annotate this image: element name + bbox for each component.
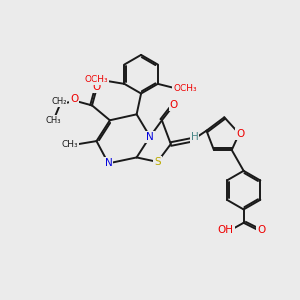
Text: N: N <box>104 158 112 168</box>
Text: CH₂: CH₂ <box>51 97 67 106</box>
Text: O: O <box>92 82 101 92</box>
Text: O: O <box>170 100 178 110</box>
Text: S: S <box>154 157 161 167</box>
Text: CH₃: CH₃ <box>45 116 61 125</box>
Text: O: O <box>257 225 266 235</box>
Text: OCH₃: OCH₃ <box>173 84 197 93</box>
Text: OH: OH <box>218 225 234 235</box>
Text: OCH₃: OCH₃ <box>84 75 108 84</box>
Text: H: H <box>191 132 199 142</box>
Text: O: O <box>236 129 245 139</box>
Text: O: O <box>70 94 78 104</box>
Text: CH₃: CH₃ <box>61 140 78 148</box>
Text: N: N <box>146 132 154 142</box>
